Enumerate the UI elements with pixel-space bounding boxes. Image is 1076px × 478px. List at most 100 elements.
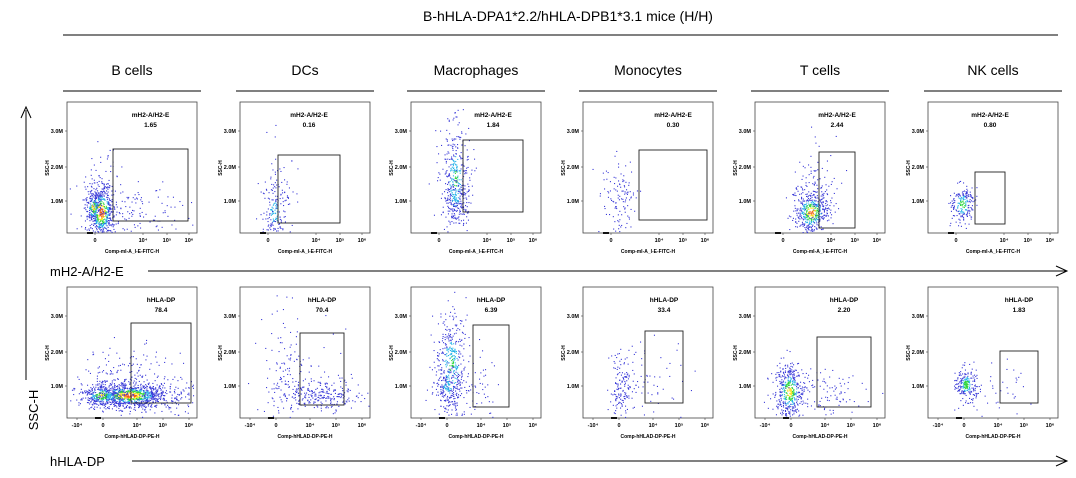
event-dot — [94, 196, 96, 198]
event-dot — [126, 396, 128, 398]
event-dot — [455, 198, 457, 200]
event-dot — [449, 390, 451, 392]
event-dot — [162, 181, 164, 183]
event-dot — [170, 391, 172, 393]
event-dot — [289, 416, 291, 418]
y-axis-label: SSC-H — [389, 160, 395, 176]
event-dot — [116, 392, 118, 394]
event-dot — [807, 200, 809, 202]
event-dot — [446, 202, 448, 204]
event-dot — [108, 220, 110, 222]
event-dot — [289, 374, 291, 376]
event-dot — [132, 388, 134, 390]
event-dot — [960, 215, 962, 217]
event-dot — [287, 373, 289, 375]
event-dot — [468, 189, 470, 191]
event-dot — [802, 225, 804, 227]
plot-frame — [410, 286, 542, 419]
event-dot — [105, 397, 107, 399]
event-dot — [451, 221, 453, 223]
event-dot — [100, 386, 102, 388]
event-dot — [286, 397, 288, 399]
event-dot — [103, 199, 105, 201]
event-dot — [116, 396, 118, 398]
event-dot — [803, 223, 805, 225]
event-dot — [304, 395, 306, 397]
gate-name: mH2-A/H2-E — [971, 112, 1009, 119]
event-dot — [809, 222, 811, 224]
event-dot — [808, 213, 810, 215]
event-dot — [99, 177, 101, 179]
event-dot — [790, 216, 792, 218]
event-dot — [454, 172, 456, 174]
event-dot — [128, 407, 130, 409]
event-dot — [968, 195, 970, 197]
event-dot — [103, 386, 105, 388]
event-dot — [331, 384, 333, 386]
event-dot — [120, 414, 122, 416]
event-dot — [473, 149, 475, 151]
event-dot — [964, 196, 966, 198]
event-dot — [78, 402, 80, 404]
event-dot — [479, 378, 481, 380]
event-dot — [304, 405, 306, 407]
event-dot — [152, 401, 154, 403]
event-dot — [108, 354, 110, 356]
event-dot — [104, 390, 106, 392]
event-dot — [132, 403, 134, 405]
event-dot — [451, 353, 453, 355]
event-dot — [100, 402, 102, 404]
event-dot — [98, 202, 100, 204]
event-dot — [101, 216, 103, 218]
event-dot — [808, 212, 810, 214]
event-dot — [795, 188, 797, 190]
event-dot — [142, 400, 144, 402]
event-dot — [104, 213, 106, 215]
event-dot — [818, 209, 820, 211]
event-dot — [188, 387, 190, 389]
event-dot — [96, 212, 98, 214]
event-dot — [451, 401, 453, 403]
event-dot — [344, 379, 346, 381]
event-dot — [121, 402, 123, 404]
event-dot — [133, 224, 135, 226]
event-dot — [461, 387, 463, 389]
event-dot — [807, 207, 809, 209]
event-dot — [90, 203, 92, 205]
event-dot — [95, 192, 97, 194]
event-dot — [134, 384, 136, 386]
event-dot — [815, 227, 817, 229]
event-dot — [465, 319, 467, 321]
event-dot — [447, 300, 449, 302]
event-dot — [284, 348, 286, 350]
event-dot — [438, 384, 440, 386]
event-dot — [151, 393, 153, 395]
event-dot — [146, 385, 148, 387]
event-dot — [92, 394, 94, 396]
event-dot — [625, 181, 627, 183]
event-dot — [96, 194, 98, 196]
event-dot — [445, 334, 447, 336]
event-dot — [95, 192, 97, 194]
event-dot — [145, 392, 147, 394]
event-dot — [98, 226, 100, 228]
event-dot — [121, 396, 123, 398]
event-dot — [467, 390, 469, 392]
event-dot — [805, 213, 807, 215]
event-dot — [157, 196, 159, 198]
event-dot — [169, 388, 171, 390]
event-dot — [456, 402, 458, 404]
event-dot — [267, 225, 269, 227]
event-dot — [456, 388, 458, 390]
event-dot — [455, 217, 457, 219]
event-dot — [805, 206, 807, 208]
event-dot — [453, 382, 455, 384]
event-dot — [460, 200, 462, 202]
event-dot — [121, 394, 123, 396]
event-dot — [814, 218, 816, 220]
event-dot — [272, 211, 274, 213]
event-dot — [114, 404, 116, 406]
event-dot — [442, 385, 444, 387]
event-dot — [622, 377, 624, 379]
event-dot — [90, 207, 92, 209]
